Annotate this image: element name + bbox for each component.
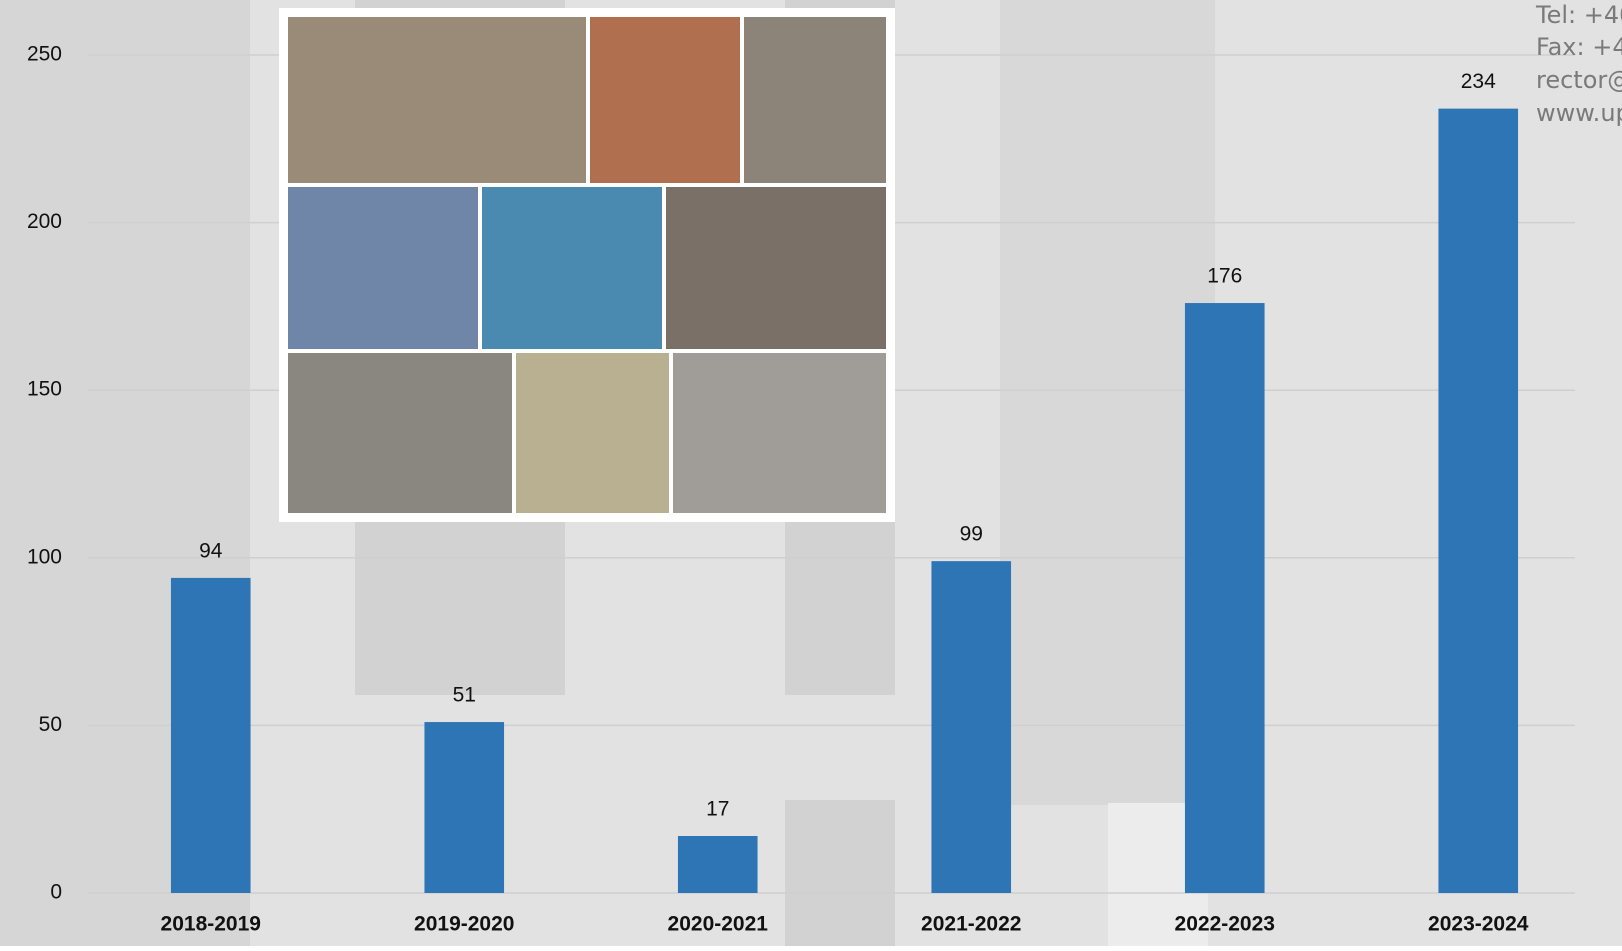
data-label: 51 <box>453 684 476 707</box>
data-label: 234 <box>1461 70 1496 93</box>
bar <box>931 561 1011 893</box>
photo <box>673 353 886 513</box>
annotation: Fax: +40 2 <box>1536 33 1622 61</box>
photo <box>666 187 886 349</box>
x-tick-label: 2021-2022 <box>921 913 1021 936</box>
photo <box>516 353 669 513</box>
background-shape <box>785 800 895 946</box>
x-tick-label: 2019-2020 <box>414 913 514 936</box>
y-tick-label: 100 <box>27 545 62 568</box>
photo <box>288 353 512 513</box>
data-label: 176 <box>1207 265 1242 288</box>
annotation: Tel: +40 2 <box>1535 1 1622 29</box>
data-label: 99 <box>960 523 983 546</box>
x-tick-label: 2022-2023 <box>1175 913 1275 936</box>
annotation: www.upt.r <box>1536 99 1622 127</box>
photo <box>288 17 586 183</box>
y-tick-label: 200 <box>27 210 62 233</box>
background-shape <box>1000 0 1215 805</box>
x-tick-label: 2020-2021 <box>668 913 769 936</box>
annotation: rector@u <box>1536 66 1622 94</box>
x-tick-label: 2018-2019 <box>161 913 261 936</box>
y-tick-label: 250 <box>27 43 62 66</box>
y-tick-label: 150 <box>27 378 62 401</box>
photo-collage <box>279 8 895 522</box>
bar <box>678 836 758 893</box>
photo <box>288 187 478 349</box>
bar <box>1438 109 1518 893</box>
y-tick-label: 0 <box>50 881 62 904</box>
bar <box>1185 303 1265 893</box>
bar <box>171 578 251 893</box>
photo <box>482 187 662 349</box>
data-label: 17 <box>706 798 729 821</box>
data-label: 94 <box>199 539 223 562</box>
y-tick-label: 50 <box>39 713 62 736</box>
x-tick-label: 2023-2024 <box>1428 913 1529 936</box>
bar <box>424 722 504 893</box>
photo <box>744 17 886 183</box>
chart: Tel: +40 2 Fax: +40 2 rector@u www.upt.r… <box>0 0 1622 946</box>
photo <box>590 17 740 183</box>
